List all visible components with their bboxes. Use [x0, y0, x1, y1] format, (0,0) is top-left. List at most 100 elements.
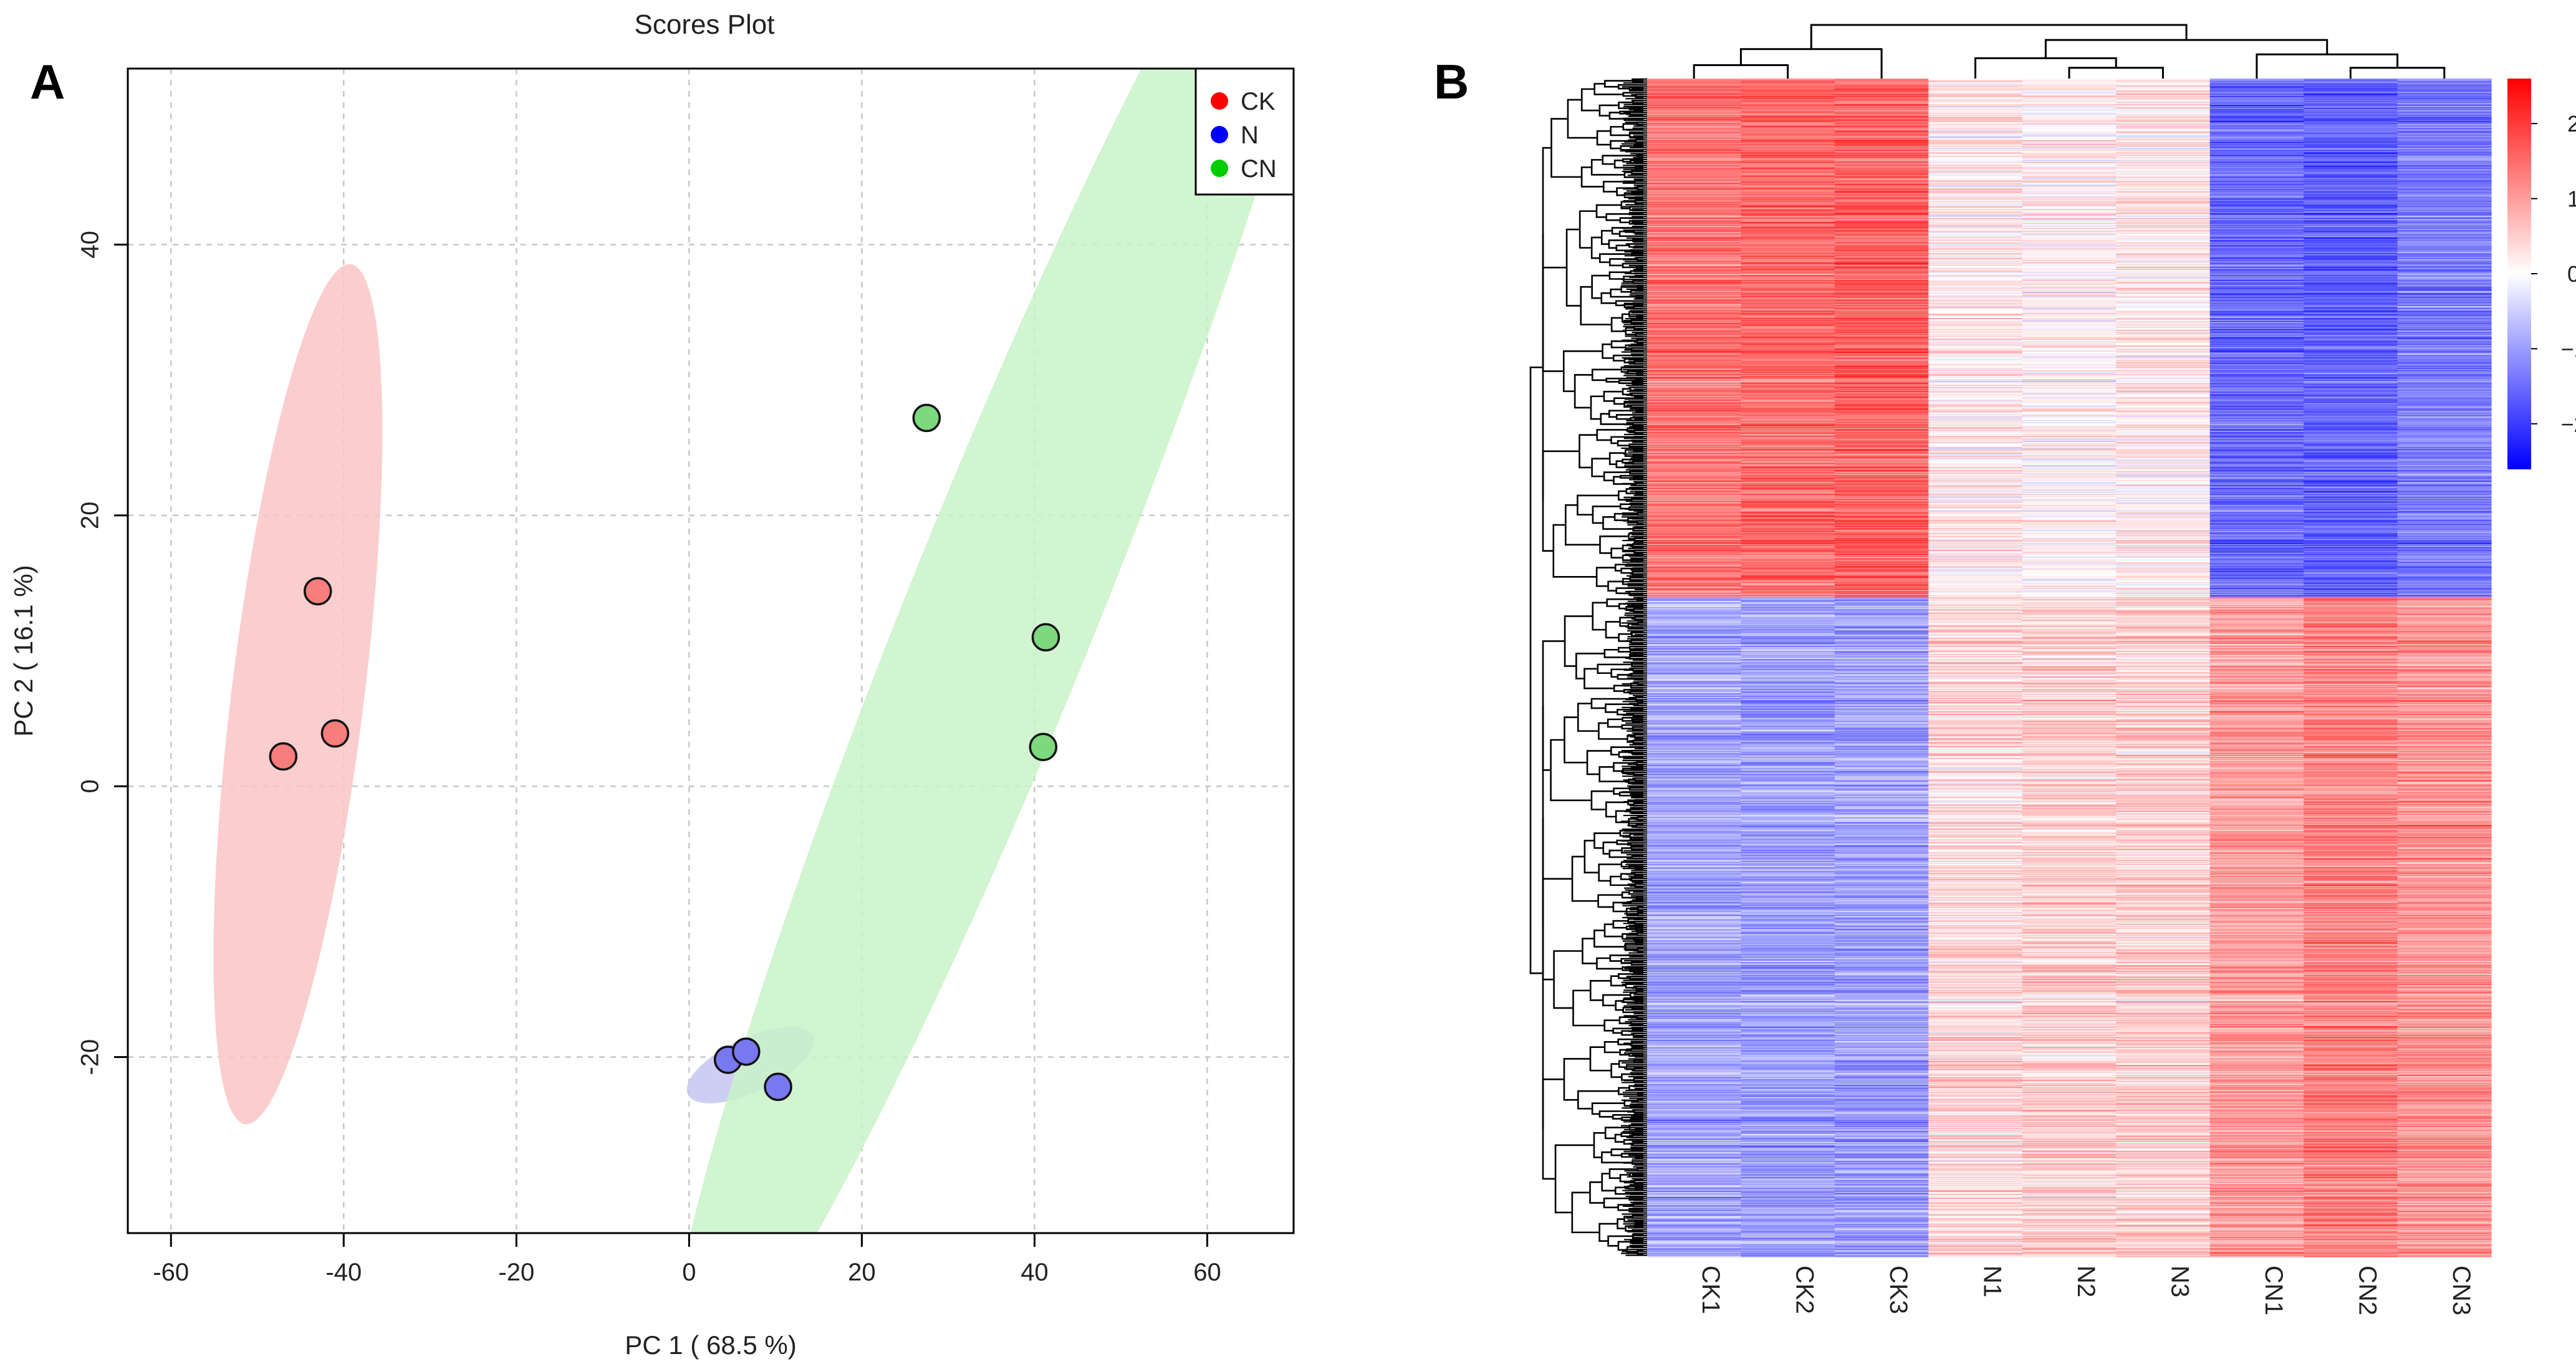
- heatmap-cell: [2022, 84, 2117, 86]
- heatmap-cell: [2397, 141, 2492, 143]
- heatmap-cell: [2209, 105, 2304, 107]
- heatmap-cell: [2116, 129, 2211, 132]
- heatmap-cell: [2209, 127, 2304, 128]
- heatmap-cell: [1647, 112, 1742, 113]
- heatmap-cell: [2209, 161, 2304, 163]
- heatmap-cell: [1928, 139, 2023, 141]
- heatmap-cell: [2209, 204, 2304, 206]
- heatmap-cell: [2022, 206, 2117, 208]
- heatmap-cell: [2304, 141, 2398, 143]
- heatmap-cell: [1647, 102, 1742, 103]
- dendrogram-branch: [1592, 602, 1607, 631]
- heatmap-cell: [2022, 188, 2117, 190]
- heatmap-cell: [1928, 113, 2023, 115]
- heatmap-cell: [1834, 125, 1929, 127]
- heatmap-cell: [2397, 175, 2492, 176]
- heatmap-cell: [2022, 182, 2117, 185]
- heatmap-cell: [2397, 196, 2492, 198]
- heatmap-cell: [2116, 79, 2211, 81]
- heatmap-cell: [1834, 112, 1929, 113]
- heatmap-cell: [1741, 97, 1835, 99]
- heatmap-cell: [1928, 170, 2023, 171]
- heatmap-cell: [2304, 178, 2398, 180]
- heatmap-cell: [1834, 183, 1929, 185]
- heatmap-cell: [2022, 127, 2117, 128]
- heatmap-cell: [2116, 110, 2211, 112]
- heatmap-cell: [2397, 120, 2492, 122]
- heatmap-cell: [1647, 206, 1742, 208]
- heatmap-cell: [1834, 105, 1929, 107]
- heatmap-cell: [1647, 85, 1742, 87]
- heatmap-cell: [1741, 115, 1835, 118]
- heatmap-cell: [1741, 185, 1835, 186]
- heatmap-cell: [1647, 86, 1742, 88]
- heatmap-cell: [2209, 88, 2304, 90]
- heatmap-cell: [1647, 108, 1742, 110]
- heatmap-cell: [1834, 82, 1929, 84]
- heatmap-cell: [2304, 178, 2398, 180]
- heatmap-cell: [1834, 178, 1929, 180]
- heatmap-cell: [1741, 107, 1835, 108]
- dendrogram-branch: [1620, 567, 1643, 574]
- heatmap-cell: [1647, 193, 1742, 195]
- heatmap-cell: [2304, 147, 2398, 149]
- heatmap-cell: [2022, 118, 2117, 120]
- heatmap-cell: [1647, 149, 1742, 151]
- heatmap-cell: [2022, 154, 2117, 156]
- heatmap-cell: [2209, 101, 2304, 103]
- heatmap-cell: [2116, 197, 2211, 199]
- heatmap-cell: [1741, 95, 1835, 97]
- heatmap-cell: [1647, 173, 1742, 175]
- heatmap-cell: [2022, 127, 2117, 129]
- heatmap-cell: [2304, 123, 2398, 125]
- heatmap-cell: [1647, 106, 1742, 108]
- heatmap-cell: [1647, 199, 1742, 201]
- heatmap-cell: [2116, 99, 2211, 101]
- heatmap-cell: [2116, 85, 2211, 87]
- heatmap-cell: [2209, 151, 2304, 153]
- heatmap-cell: [2116, 201, 2211, 203]
- dendrogram-branch: [1608, 1168, 1638, 1179]
- heatmap-cell: [2022, 130, 2117, 132]
- heatmap-cell: [2209, 123, 2304, 125]
- dendrogram-branch: [1810, 24, 2188, 49]
- heatmap-cell: [2209, 196, 2304, 198]
- heatmap-cell: [1834, 139, 1929, 141]
- heatmap-cell: [2022, 168, 2117, 171]
- heatmap-cell: [2116, 171, 2211, 173]
- heatmap-cell: [1647, 151, 1742, 153]
- heatmap-cell: [2116, 193, 2211, 195]
- heatmap-cell: [2116, 95, 2211, 97]
- heatmap-cell: [1741, 145, 1835, 147]
- heatmap-cell: [2397, 144, 2492, 146]
- dendrogram-branch: [1602, 343, 1614, 359]
- heatmap-cell: [1741, 117, 1835, 118]
- heatmap-cell: [1741, 134, 1835, 136]
- heatmap-cell: [1928, 110, 2023, 113]
- y-axis: -20 0 20 40: [77, 231, 128, 1075]
- heatmap-cell: [2022, 171, 2117, 173]
- heatmap-cell: [2209, 95, 2304, 97]
- dendrogram-branch: [1542, 1078, 1564, 1180]
- heatmap-cell: [2304, 97, 2398, 99]
- heatmap-cell: [1834, 147, 1929, 149]
- heatmap-cell: [1928, 96, 2023, 98]
- heatmap-cell: [2209, 143, 2304, 145]
- heatmap-cell: [2397, 120, 2492, 122]
- heatmap-cell: [2116, 205, 2211, 207]
- heatmap-cell: [2304, 120, 2398, 122]
- heatmap-cell: [2397, 175, 2492, 178]
- heatmap-cell: [1928, 95, 2023, 97]
- heatmap-cell: [2116, 90, 2211, 92]
- heatmap-cell: [2022, 82, 2117, 84]
- heatmap-cell: [2022, 113, 2117, 115]
- heatmap-cell: [2116, 105, 2211, 107]
- heatmap-cell: [2116, 196, 2211, 198]
- heatmap-cell: [2304, 159, 2398, 161]
- dendrogram-branch: [1615, 244, 1643, 251]
- heatmap-cell: [1647, 88, 1742, 90]
- heatmap-cell: [2022, 153, 2117, 155]
- heatmap-cell: [1928, 141, 2023, 143]
- heatmap-cell: [2116, 100, 2211, 102]
- heatmap-cell: [2022, 161, 2117, 164]
